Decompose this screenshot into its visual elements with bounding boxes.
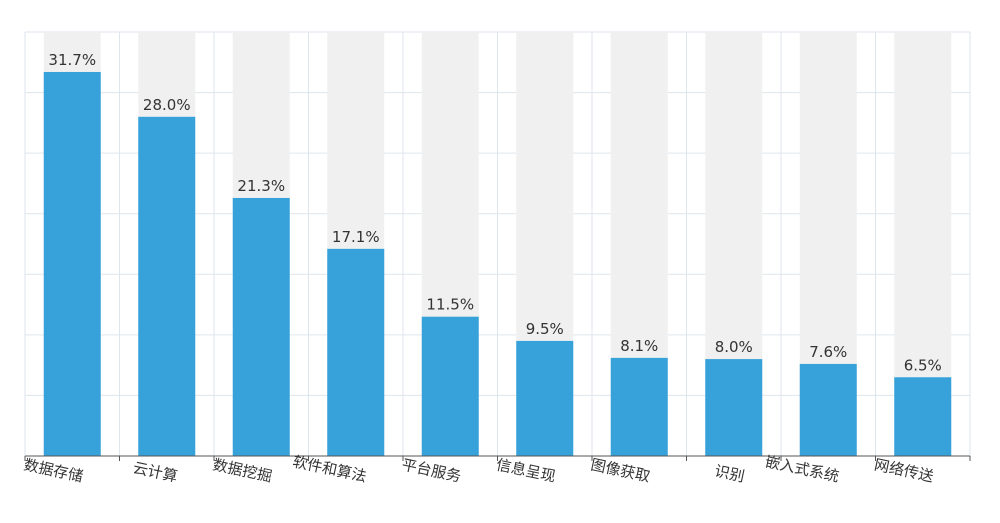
bar <box>138 116 196 457</box>
bar <box>421 316 479 456</box>
bar <box>43 71 101 456</box>
value-label: 28.0% <box>143 96 191 114</box>
bar <box>894 377 952 456</box>
value-label-layer: 31.7% 28.0% 21.3% 17.1% 11.5% 9.5% 8.1% 8.0% 7.6… <box>48 51 941 374</box>
value-label: 7.6% <box>809 343 847 361</box>
category-label: 网络传送 <box>873 456 935 486</box>
value-label: 9.5% <box>526 320 564 338</box>
category-label: 识别 <box>713 462 746 486</box>
category-label: 数据存储 <box>22 456 84 486</box>
value-label: 31.7% <box>48 51 96 69</box>
category-label: 嵌入式系统 <box>764 452 841 485</box>
value-label: 8.1% <box>620 337 658 355</box>
category-label: 软件和算法 <box>291 452 368 485</box>
value-label: 11.5% <box>426 296 474 314</box>
category-label: 平台服务 <box>400 456 462 486</box>
value-label: 17.1% <box>332 228 380 246</box>
bar <box>610 357 668 456</box>
value-label: 21.3% <box>237 177 285 195</box>
bar <box>705 359 763 456</box>
category-label: 图像获取 <box>589 456 651 486</box>
bar <box>516 340 574 456</box>
bar <box>799 363 857 456</box>
bar-layer <box>43 71 952 457</box>
category-label-layer: 数据存储 云计算 数据挖掘 软件和算法 平台服务 信息呈现 图像获取 识别 嵌入式系统 网络传送 <box>22 452 935 485</box>
bar <box>232 197 290 457</box>
axis-layer <box>24 455 971 461</box>
category-label: 信息呈现 <box>495 456 557 486</box>
bar <box>327 248 385 456</box>
value-label: 6.5% <box>904 356 942 374</box>
category-label: 数据挖掘 <box>211 456 273 486</box>
category-label: 云计算 <box>131 459 179 486</box>
value-label: 8.0% <box>715 338 753 356</box>
